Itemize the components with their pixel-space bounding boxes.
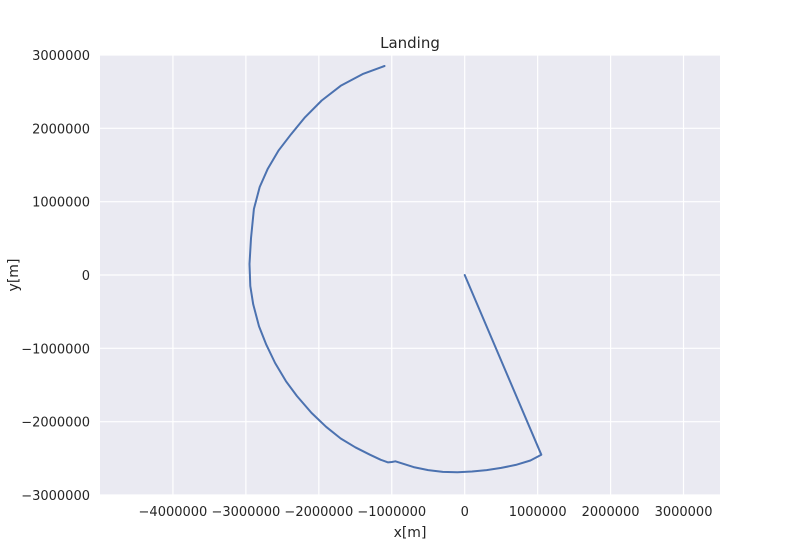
y-tick-label: 3000000 [32,49,90,64]
x-tick-label: 0 [461,505,469,520]
x-axis-label: x[m] [394,525,427,541]
chart-title: Landing [380,34,440,52]
trajectory-line [248,65,543,474]
x-tick-label: −3000000 [211,505,280,520]
y-tick-label: 1000000 [32,196,90,211]
y-tick-label: −2000000 [21,416,90,431]
y-tick-label: −1000000 [21,342,90,357]
x-tick-label: 3000000 [655,505,713,520]
y-tick-label: 0 [82,269,90,284]
x-tick-labels: −4000000 −3000000 −2000000 −1000000 0 1000000… [139,505,713,520]
series-layer [248,65,543,474]
y-tick-label: 2000000 [32,122,90,137]
x-tick-label: −4000000 [139,505,208,520]
x-tick-label: −2000000 [284,505,353,520]
y-tick-label: −3000000 [21,489,90,504]
x-tick-label: 1000000 [509,505,567,520]
x-tick-label: 2000000 [582,505,640,520]
x-tick-label: −1000000 [357,505,426,520]
y-axis-label: y[m] [6,259,22,292]
grid-lines [100,54,720,496]
y-tick-labels: −3000000 −2000000 −1000000 0 1000000 2000000 3… [21,49,90,504]
